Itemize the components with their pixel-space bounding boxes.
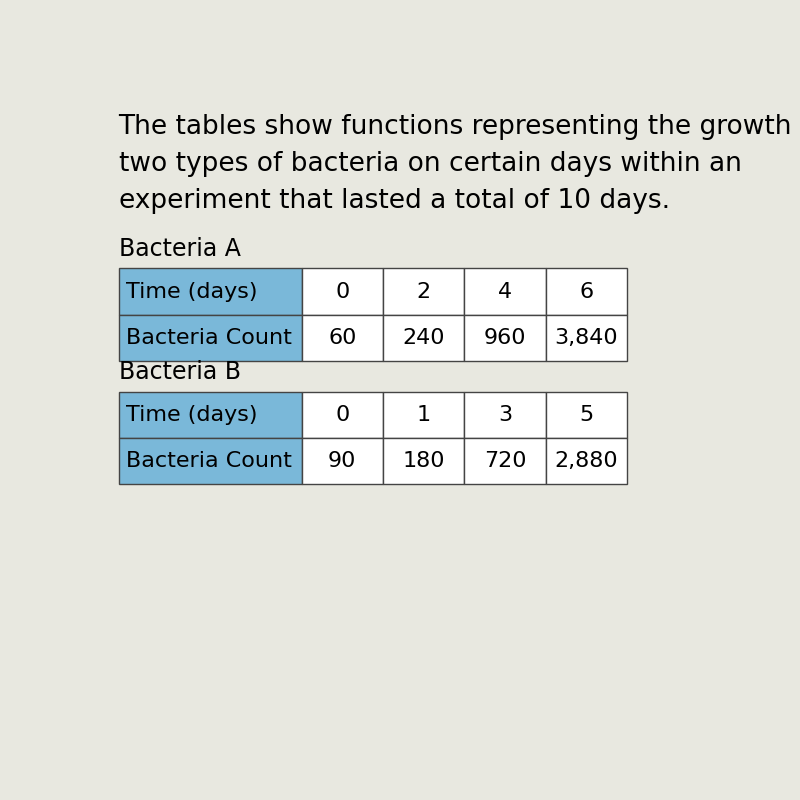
Text: 3: 3 (498, 405, 512, 425)
Bar (546, 438, 627, 484)
Bar (302, 314, 383, 361)
Bar (464, 269, 546, 314)
Bar (383, 438, 464, 484)
Text: 2,880: 2,880 (554, 451, 618, 471)
Bar (118, 392, 302, 438)
Text: 720: 720 (484, 451, 526, 471)
Bar (383, 392, 464, 438)
Bar (464, 314, 546, 361)
Text: Time (days): Time (days) (126, 405, 258, 425)
Text: The tables show functions representing the growth of
two types of bacteria on ce: The tables show functions representing t… (118, 114, 800, 214)
Text: 960: 960 (484, 328, 526, 348)
Bar (546, 392, 627, 438)
Text: Time (days): Time (days) (126, 282, 258, 302)
Bar (118, 269, 302, 314)
Bar (464, 392, 546, 438)
Text: Bacteria Count: Bacteria Count (126, 328, 292, 348)
Text: Bacteria B: Bacteria B (118, 360, 241, 384)
Text: 0: 0 (335, 405, 350, 425)
Text: 1: 1 (417, 405, 430, 425)
Bar (383, 314, 464, 361)
Text: 5: 5 (579, 405, 594, 425)
Text: Bacteria Count: Bacteria Count (126, 451, 292, 471)
Bar (464, 438, 546, 484)
Text: 3,840: 3,840 (554, 328, 618, 348)
Text: 90: 90 (328, 451, 357, 471)
Bar (302, 438, 383, 484)
Bar (546, 314, 627, 361)
Text: 0: 0 (335, 282, 350, 302)
Bar (302, 392, 383, 438)
Text: 240: 240 (402, 328, 445, 348)
Bar (383, 269, 464, 314)
Bar (546, 269, 627, 314)
Bar (118, 314, 302, 361)
Text: 60: 60 (328, 328, 357, 348)
Text: Bacteria A: Bacteria A (118, 237, 241, 261)
Bar (302, 269, 383, 314)
Text: 2: 2 (417, 282, 430, 302)
Text: 4: 4 (498, 282, 512, 302)
Text: 6: 6 (579, 282, 594, 302)
Text: 180: 180 (402, 451, 445, 471)
Bar (118, 438, 302, 484)
